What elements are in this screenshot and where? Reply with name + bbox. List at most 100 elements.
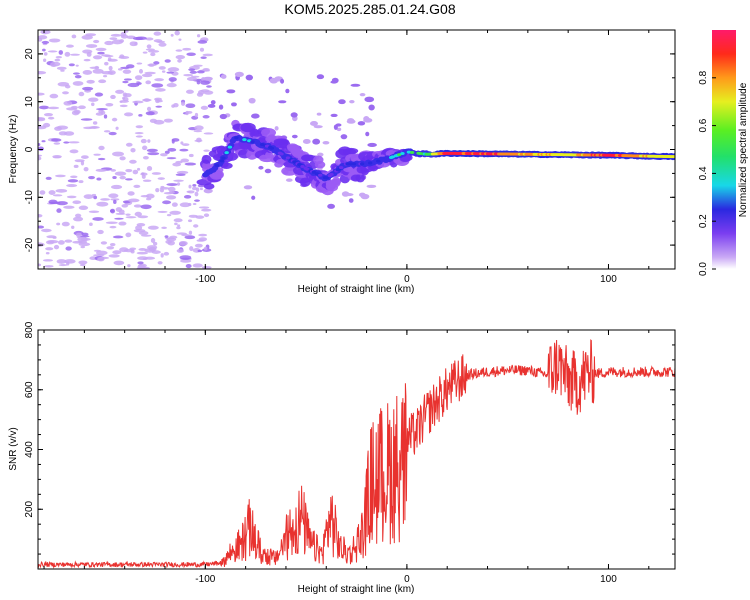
spectrogram-noise-blob xyxy=(359,92,366,97)
spectrogram-noise-blob xyxy=(63,205,75,209)
spectrogram-signal-core xyxy=(338,166,344,170)
spectrogram-noise-blob xyxy=(183,73,194,77)
spectrogram-noise-blob xyxy=(140,172,148,176)
spectrogram-halo-blob xyxy=(273,139,289,149)
spectrogram-noise-blob xyxy=(347,118,355,122)
spectrogram-noise-blob xyxy=(196,239,205,242)
spectrogram-noise-blob xyxy=(114,171,127,176)
spectrogram-noise-blob xyxy=(174,222,178,226)
spectrogram-noise-blob xyxy=(115,89,125,94)
spectrogram-noise-blob xyxy=(100,110,106,115)
spectrogram-noise-blob xyxy=(141,73,153,78)
spectrogram-noise-blob xyxy=(218,104,224,110)
snr-xtick-label: 100 xyxy=(600,574,617,585)
spectrogram-noise-blob xyxy=(166,71,175,74)
spectrogram-noise-blob xyxy=(112,151,124,157)
spectrogram-noise-blob xyxy=(197,40,208,44)
spectrogram-noise-blob xyxy=(258,165,264,170)
spectrogram-noise-blob xyxy=(125,216,137,219)
spectrogram-noise-blob xyxy=(179,202,191,208)
spectrogram-noise-blob xyxy=(164,235,169,239)
spectrogram-noise-blob xyxy=(176,248,184,253)
spectrogram-noise-blob xyxy=(340,134,348,140)
spectrogram-noise-blob xyxy=(71,225,75,229)
spectrogram-noise-blob xyxy=(196,70,205,74)
spectrogram-noise-blob xyxy=(58,50,63,55)
spectrogram-noise-blob xyxy=(357,121,366,126)
spectrogram-noise-blob xyxy=(63,141,70,144)
colorbar-tick-label: 0.8 xyxy=(698,70,709,84)
spectrogram-noise-blob xyxy=(66,107,78,111)
spectrogram-noise-blob xyxy=(142,51,148,54)
spectrogram-noise-blob xyxy=(52,156,62,159)
spectrogram-noise-blob xyxy=(71,34,77,39)
spectrogram-noise-blob xyxy=(72,72,80,75)
spectrogram-noise-blob xyxy=(164,150,170,154)
spectrogram-noise-blob xyxy=(171,104,175,108)
spectrogram-noise-blob xyxy=(112,235,124,239)
spectrogram-ytick-label: 20 xyxy=(24,48,35,60)
spectrogram-noise-blob xyxy=(194,191,199,197)
spectrogram-signal-core xyxy=(390,155,395,159)
spectrogram-noise-blob xyxy=(48,199,58,204)
spectrogram-noise-blob xyxy=(95,250,108,256)
spectrogram-xtick-label: 0 xyxy=(404,274,410,285)
spectrogram-noise-blob xyxy=(112,175,117,180)
colorbar-gradient xyxy=(712,30,736,269)
spectrogram-noise-blob xyxy=(42,259,54,262)
spectrogram-noise-blob xyxy=(136,251,148,255)
spectrogram-noise-blob xyxy=(188,184,192,189)
spectrogram-noise-blob xyxy=(46,235,57,239)
spectrogram-noise-blob xyxy=(285,178,293,182)
spectrogram-noise-blob xyxy=(196,80,201,85)
spectrogram-noise-blob xyxy=(110,169,117,172)
spectrogram-noise-blob xyxy=(125,178,133,181)
spectrogram-noise-blob xyxy=(56,259,67,264)
spectrogram-noise-blob xyxy=(38,92,45,96)
spectrogram-noise-blob xyxy=(151,172,162,175)
spectrogram-noise-blob xyxy=(65,246,72,251)
spectrogram-noise-blob xyxy=(312,138,321,145)
spectrogram-noise-blob xyxy=(97,229,104,235)
spectrogram-noise-blob xyxy=(105,221,118,224)
spectrogram-noise-blob xyxy=(173,179,184,182)
spectrogram-noise-blob xyxy=(89,222,93,227)
snr-panel: -100 0 100 200 400 600 800 Height of straight… xyxy=(8,321,676,595)
spectrogram-noise-blob xyxy=(42,122,51,128)
spectrogram-noise-blob xyxy=(158,66,166,70)
spectrogram-signal-core xyxy=(250,140,255,144)
spectrogram-noise-blob xyxy=(104,40,114,46)
spectrogram-noise-blob xyxy=(179,259,192,263)
spectrogram-noise-blob xyxy=(185,110,189,116)
spectrogram-noise-blob xyxy=(57,240,65,245)
spectrogram-noise-blob xyxy=(188,230,193,235)
spectrogram-noise-blob xyxy=(109,37,118,41)
snr-xtick-label: -100 xyxy=(195,574,215,585)
spectrogram-noise-blob xyxy=(196,137,202,143)
spectrogram-noise-blob xyxy=(97,51,105,55)
spectrogram-noise-blob xyxy=(58,131,68,136)
spectrogram-noise-blob xyxy=(110,94,116,100)
spectrogram-noise-blob xyxy=(146,44,152,49)
spectrogram-noise-blob xyxy=(78,205,89,210)
spectrogram-noise-blob xyxy=(175,160,183,164)
spectrogram-noise-blob xyxy=(38,156,42,161)
spectrogram-noise-blob xyxy=(248,97,256,104)
spectrogram-noise-blob xyxy=(44,265,54,268)
spectrogram-noise-blob xyxy=(181,233,190,237)
spectrogram-noise-blob xyxy=(107,70,116,75)
spectrogram-signal-core xyxy=(376,159,381,163)
spectrogram-noise-blob xyxy=(193,224,199,228)
spectrogram-noise-blob xyxy=(64,84,71,89)
spectrogram-noise-blob xyxy=(192,202,197,206)
spectrogram-noise-blob xyxy=(96,177,102,181)
spectrogram-signal-layer xyxy=(196,119,675,196)
spectrogram-xtick-label: 100 xyxy=(600,274,617,285)
spectrogram-noise-blob xyxy=(132,169,139,175)
spectrogram-noise-layer xyxy=(38,30,377,269)
spectrogram-noise-blob xyxy=(110,198,120,201)
spectrogram-noise-blob xyxy=(49,93,59,99)
spectrogram-noise-blob xyxy=(103,75,108,78)
spectrogram-noise-blob xyxy=(199,47,205,52)
spectrogram-signal-core xyxy=(300,164,305,168)
